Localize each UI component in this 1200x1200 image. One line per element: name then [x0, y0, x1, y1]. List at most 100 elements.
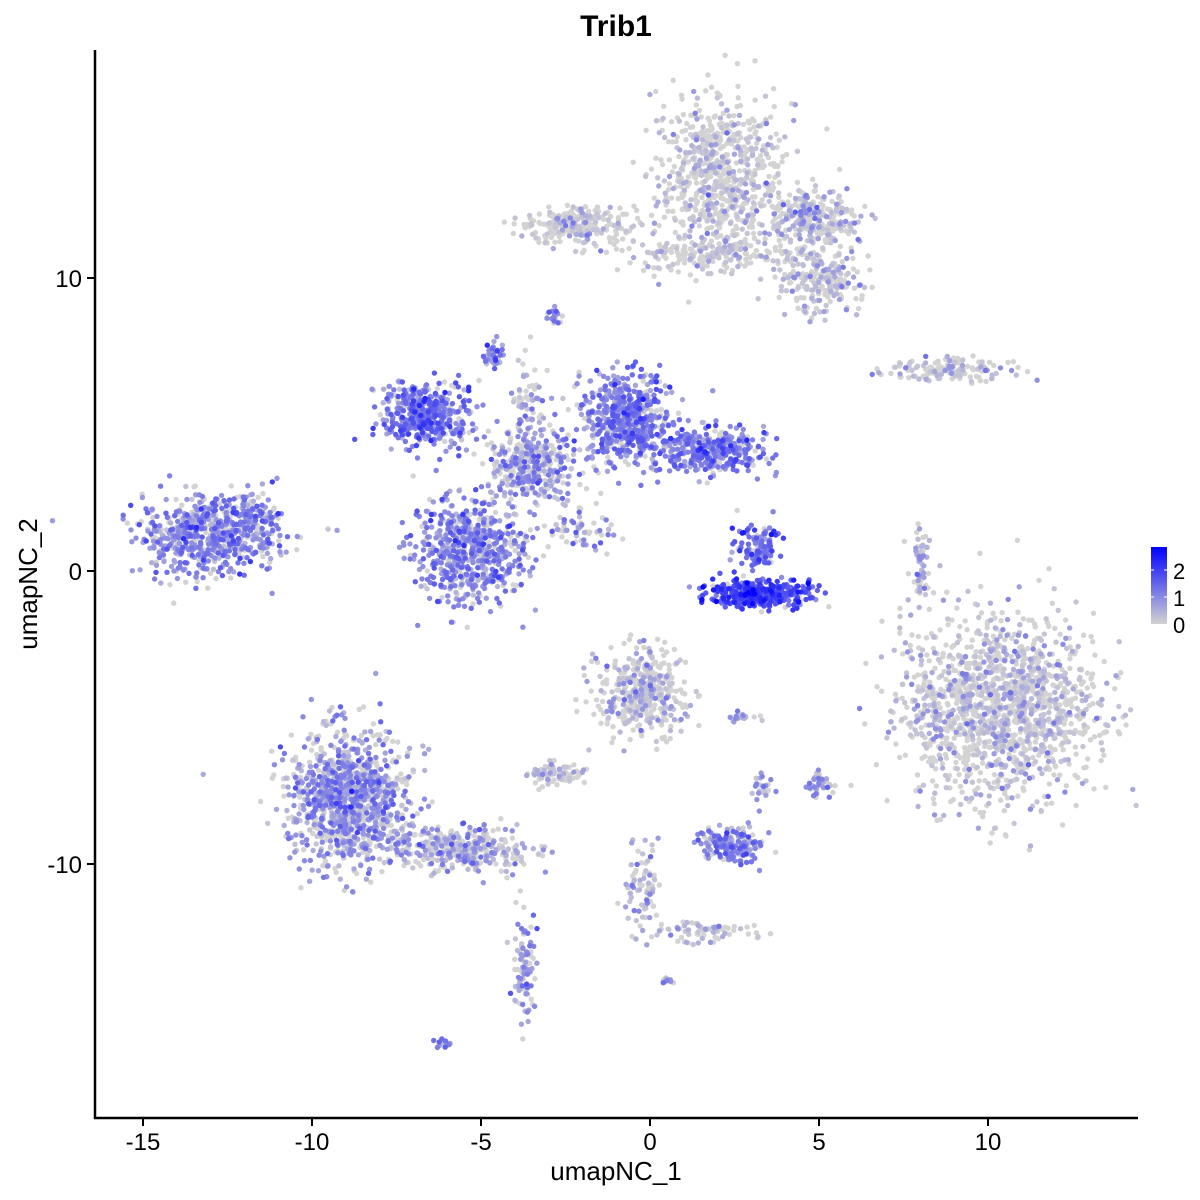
cell-point — [1049, 600, 1056, 606]
cell-point — [653, 118, 660, 124]
cell-point — [677, 252, 684, 259]
cell-point — [605, 217, 611, 223]
cell-point — [255, 494, 261, 500]
cell-point — [1013, 372, 1019, 378]
cell-point — [626, 636, 633, 643]
cell-point — [924, 652, 930, 658]
cell-point — [972, 806, 978, 812]
cell-point — [653, 738, 660, 745]
cell-point — [968, 644, 974, 650]
cell-point — [518, 858, 525, 864]
cell-point — [753, 129, 759, 135]
cell-point — [488, 440, 495, 446]
cell-point — [648, 212, 655, 218]
cell-point — [976, 738, 983, 744]
cell-point — [839, 259, 845, 265]
cell-point — [752, 171, 758, 178]
cell-point — [525, 554, 532, 561]
cell-point — [933, 783, 939, 789]
cell-point — [700, 124, 706, 130]
cell-point — [735, 83, 741, 90]
cell-point — [972, 712, 978, 719]
cell-point — [680, 111, 687, 118]
cell-point — [659, 161, 666, 168]
cell-point — [574, 708, 580, 715]
cell-point — [511, 221, 517, 227]
cell-point — [722, 52, 728, 58]
cell-point — [704, 263, 710, 269]
cell-point — [747, 243, 754, 249]
cell-point — [959, 789, 965, 795]
cell-point — [603, 681, 610, 687]
cell-point — [586, 747, 592, 753]
cell-point — [290, 757, 296, 763]
cell-point — [735, 95, 741, 101]
cell-point — [508, 496, 514, 502]
cell-point — [572, 237, 579, 243]
cell-point — [610, 735, 617, 741]
cell-point — [523, 394, 529, 400]
cell-point — [1063, 645, 1070, 652]
cell-point — [667, 682, 673, 688]
cell-point — [623, 211, 629, 217]
cell-point — [609, 689, 615, 695]
cell-point — [1084, 685, 1091, 691]
cell-point — [991, 771, 998, 778]
cell-point — [377, 412, 384, 418]
cell-point — [1123, 722, 1129, 728]
cell-point — [395, 739, 401, 745]
cell-point — [923, 635, 930, 641]
cell-point — [862, 203, 868, 210]
cell-point — [914, 363, 920, 369]
cell-point — [1032, 758, 1039, 765]
cell-point — [905, 571, 912, 577]
cell-point — [577, 481, 583, 488]
cell-point — [547, 422, 553, 428]
cell-point — [598, 720, 604, 726]
cell-point — [718, 182, 725, 189]
cell-point — [681, 260, 688, 266]
cell-point — [906, 375, 912, 381]
cell-point — [935, 656, 942, 663]
cell-point — [1050, 758, 1056, 765]
cell-point — [826, 604, 832, 610]
cell-point — [824, 126, 830, 132]
cell-point — [614, 687, 620, 693]
cell-point — [607, 239, 613, 245]
cell-point — [591, 520, 597, 526]
cell-point — [844, 206, 850, 212]
cell-point — [631, 203, 637, 209]
cell-point — [429, 799, 435, 805]
cell-point — [1020, 648, 1026, 654]
cell-point — [484, 442, 490, 448]
cell-point — [1103, 784, 1109, 791]
cell-point — [676, 118, 683, 124]
cell-point — [271, 505, 277, 511]
cell-point — [643, 868, 649, 874]
cell-point — [424, 586, 430, 592]
cell-point — [442, 438, 448, 445]
cell-point — [1021, 779, 1028, 785]
cell-point — [559, 534, 565, 540]
cell-point — [735, 138, 741, 144]
cell-point — [523, 388, 529, 394]
cell-point — [709, 243, 715, 250]
cell-point — [580, 240, 587, 246]
cell-point — [1024, 368, 1031, 375]
cell-point — [995, 778, 1001, 785]
cell-point — [171, 600, 177, 606]
cell-point — [1005, 727, 1012, 733]
cell-point — [751, 714, 757, 720]
cell-point — [568, 466, 574, 472]
cell-point — [1001, 808, 1008, 814]
cell-point — [718, 124, 725, 131]
cell-point — [520, 361, 526, 367]
cell-point — [983, 378, 989, 385]
cell-point — [542, 240, 548, 246]
cell-point — [1103, 729, 1110, 735]
cell-point — [1008, 778, 1014, 785]
cell-point — [850, 266, 857, 272]
cell-point — [696, 107, 703, 114]
cell-point — [733, 160, 740, 166]
cell-point — [1067, 665, 1073, 672]
